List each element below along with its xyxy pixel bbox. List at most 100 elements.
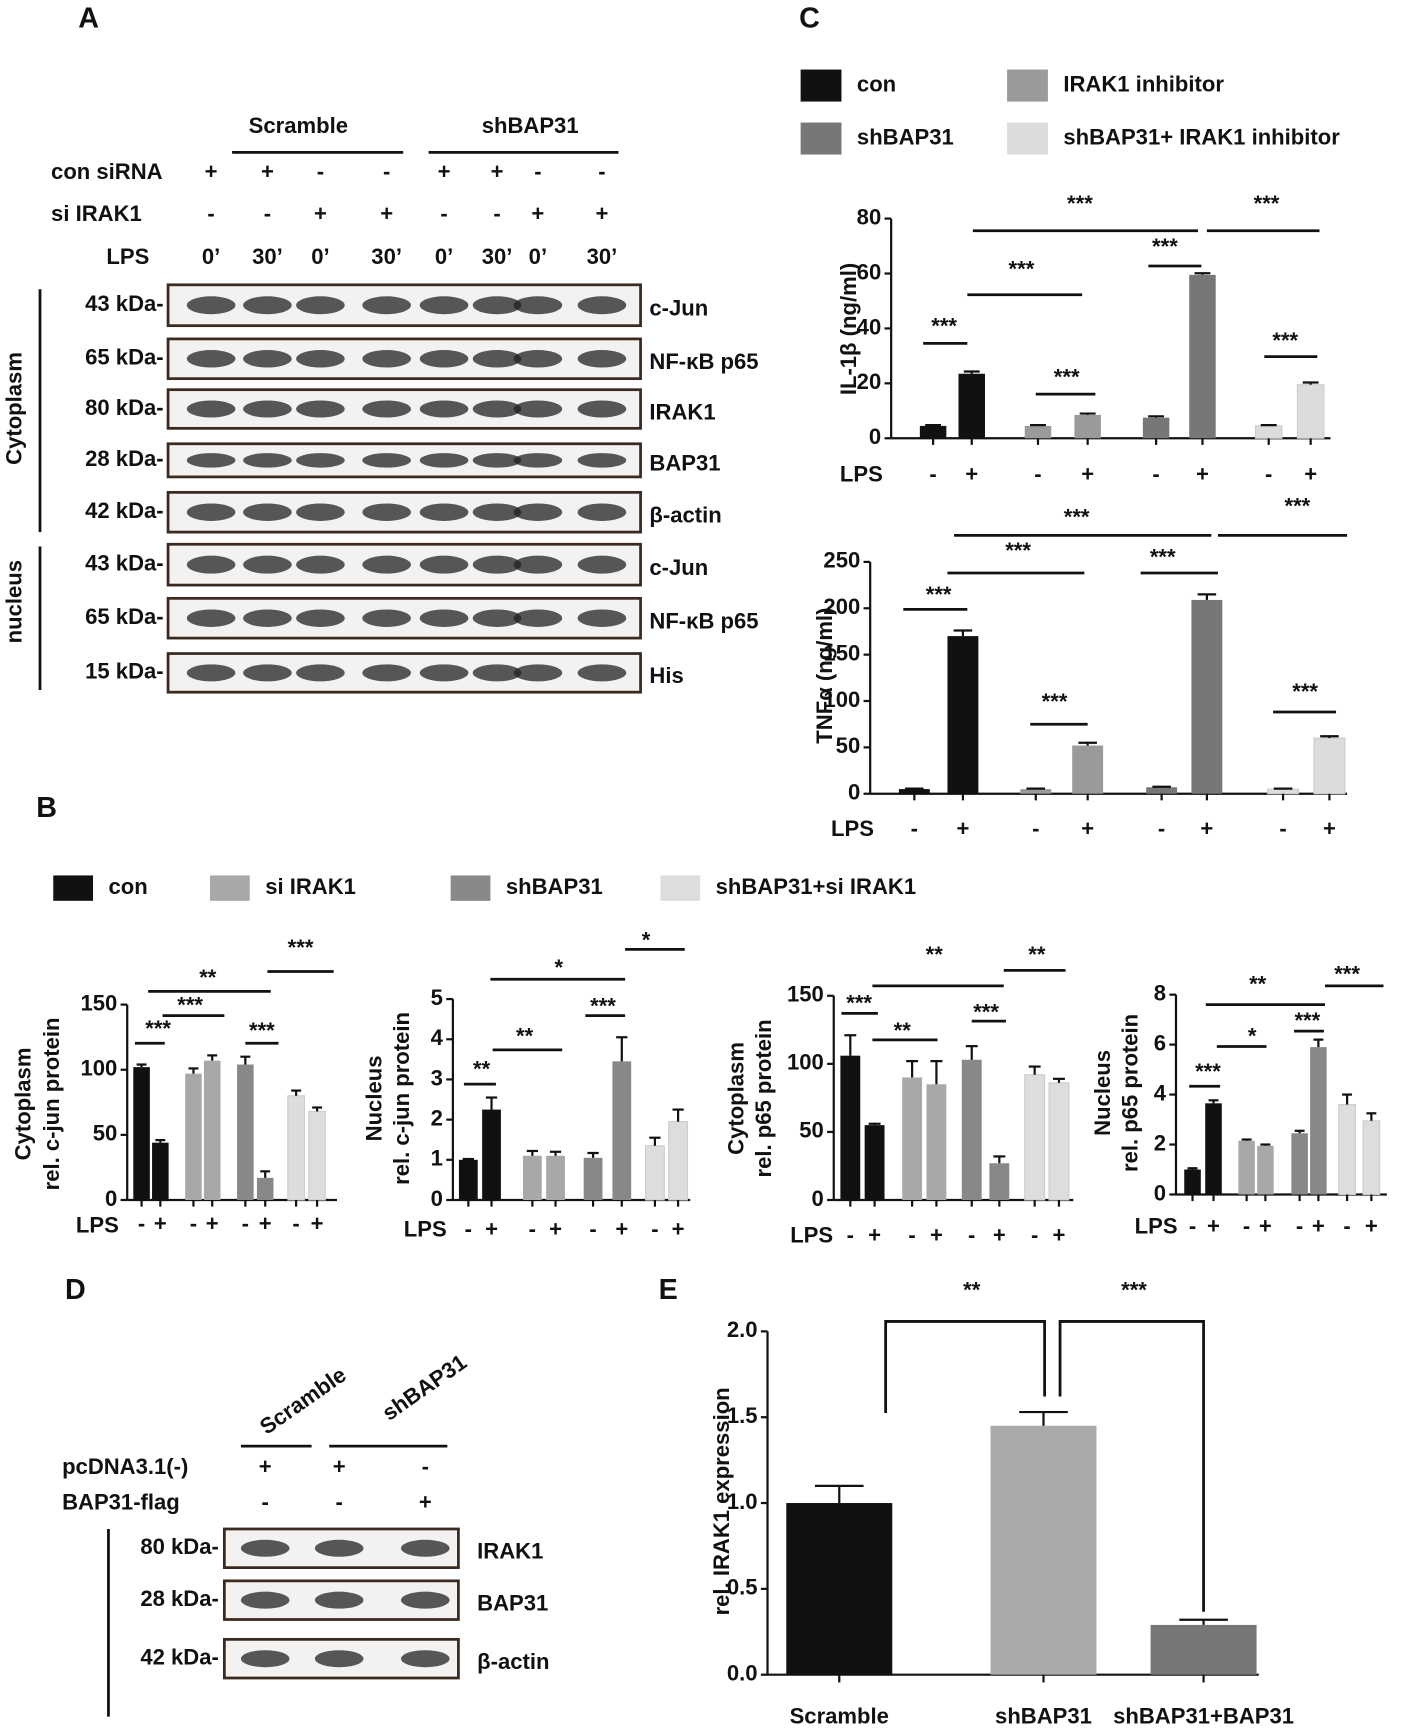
bar bbox=[1024, 1074, 1046, 1201]
bar bbox=[898, 789, 930, 794]
x-tick-label: + bbox=[1365, 1213, 1378, 1238]
size-label: 28 kDa- bbox=[140, 1586, 219, 1611]
size-label: 42 kDa- bbox=[85, 498, 163, 523]
x-tick-label: - bbox=[1158, 816, 1165, 841]
x-axis-label: LPS bbox=[790, 1222, 833, 1247]
bar bbox=[287, 1095, 305, 1201]
y-tick-label: 0 bbox=[431, 1186, 443, 1211]
x-tick-label: + bbox=[930, 1222, 943, 1247]
blot-band bbox=[296, 555, 345, 574]
legend-label: IRAK1 inhibitor bbox=[1063, 71, 1224, 96]
treatment-mark: + bbox=[531, 201, 544, 226]
bar bbox=[1020, 789, 1052, 794]
treatment-mark: - bbox=[598, 159, 605, 184]
y-axis-label: Cytoplasm bbox=[724, 1042, 749, 1155]
y-axis-label: rel. p65 protein bbox=[751, 1019, 776, 1177]
y-tick-label: 200 bbox=[823, 594, 860, 619]
bar bbox=[989, 1163, 1010, 1200]
legend-swatch bbox=[660, 875, 701, 901]
significance-bracket bbox=[1058, 1320, 1205, 1612]
y-tick-label: 1.0 bbox=[727, 1489, 758, 1514]
bar bbox=[919, 425, 947, 439]
blot-band bbox=[362, 296, 411, 315]
bar bbox=[583, 1157, 603, 1200]
bar bbox=[133, 1067, 150, 1200]
y-tick-label: 4 bbox=[1154, 1080, 1167, 1105]
y-axis-label: Nucleus bbox=[1090, 1050, 1115, 1136]
protein-label: IRAK1 bbox=[649, 399, 715, 424]
significance-label: ** bbox=[894, 1018, 912, 1043]
significance-label: ** bbox=[1249, 972, 1267, 997]
y-tick-label: 60 bbox=[857, 259, 882, 284]
significance-label: * bbox=[642, 928, 651, 953]
treatment-mark: + bbox=[595, 201, 608, 226]
bar bbox=[864, 1125, 885, 1200]
legend-label: con bbox=[108, 874, 147, 899]
size-label: 80 kDa- bbox=[85, 395, 163, 420]
y-axis-label: IL-1β (ng/ml) bbox=[836, 263, 861, 395]
blot-band bbox=[419, 609, 469, 627]
blot-band bbox=[513, 453, 563, 468]
x-tick-label: + bbox=[485, 1217, 498, 1242]
bar bbox=[926, 1084, 947, 1200]
treatment-label: BAP31-flag bbox=[62, 1489, 180, 1514]
bar bbox=[237, 1064, 254, 1200]
size-label: 80 kDa- bbox=[140, 1534, 219, 1559]
legend-swatch bbox=[1007, 69, 1048, 102]
treatment-mark: - bbox=[422, 1454, 429, 1479]
blot-band bbox=[186, 555, 236, 574]
group-label: Scramble bbox=[249, 113, 348, 138]
blot-band bbox=[296, 503, 345, 521]
blot-band bbox=[362, 555, 411, 574]
y-tick-label: 0 bbox=[848, 780, 860, 805]
x-tick-label: - bbox=[138, 1211, 145, 1236]
significance-label: *** bbox=[926, 582, 952, 607]
bar bbox=[1150, 1624, 1257, 1675]
blot-band bbox=[577, 453, 627, 468]
bar bbox=[1024, 425, 1052, 439]
bar bbox=[1254, 425, 1283, 439]
blot-band bbox=[240, 1650, 290, 1668]
blot-band bbox=[362, 350, 411, 368]
blot-band bbox=[419, 400, 469, 418]
group-label: shBAP31 bbox=[482, 113, 579, 138]
size-label: 43 kDa- bbox=[85, 291, 163, 316]
x-tick-label: + bbox=[1259, 1213, 1272, 1238]
legend-label: shBAP31+ IRAK1 inhibitor bbox=[1063, 124, 1340, 149]
blot-band bbox=[400, 1591, 450, 1609]
bar bbox=[1072, 745, 1104, 794]
size-label: 65 kDa- bbox=[85, 604, 163, 629]
x-tick-label: shBAP31+BAP31 bbox=[1113, 1704, 1294, 1729]
size-label: 43 kDa- bbox=[85, 551, 163, 576]
blot-band bbox=[577, 296, 627, 315]
bar bbox=[1146, 787, 1178, 794]
x-tick-label: + bbox=[1323, 816, 1336, 841]
y-tick-label: 4 bbox=[431, 1025, 444, 1050]
bar bbox=[958, 373, 985, 439]
bar bbox=[1238, 1140, 1255, 1195]
bar bbox=[152, 1142, 169, 1200]
blot-band bbox=[472, 350, 522, 368]
significance-label: ** bbox=[1028, 942, 1046, 967]
blot-band bbox=[472, 503, 522, 521]
x-tick-label: - bbox=[968, 1222, 975, 1247]
bar bbox=[961, 1059, 982, 1200]
y-tick-label: 0 bbox=[812, 1186, 824, 1211]
treatment-mark: - bbox=[262, 1489, 269, 1514]
significance-label: *** bbox=[931, 314, 957, 339]
blot-band bbox=[243, 350, 292, 368]
significance-label: *** bbox=[145, 1016, 171, 1041]
y-tick-label: 2 bbox=[431, 1105, 443, 1130]
y-tick-label: 8 bbox=[1154, 980, 1166, 1005]
significance-label: *** bbox=[846, 990, 872, 1015]
bar bbox=[185, 1073, 202, 1200]
blot-band bbox=[513, 664, 563, 682]
bar bbox=[1205, 1103, 1222, 1195]
bar bbox=[546, 1155, 565, 1200]
significance-label: *** bbox=[288, 935, 314, 960]
significance-label: *** bbox=[1195, 1059, 1221, 1084]
blot-band bbox=[419, 555, 469, 574]
bar bbox=[1313, 737, 1346, 795]
treatment-mark: + bbox=[380, 201, 393, 226]
